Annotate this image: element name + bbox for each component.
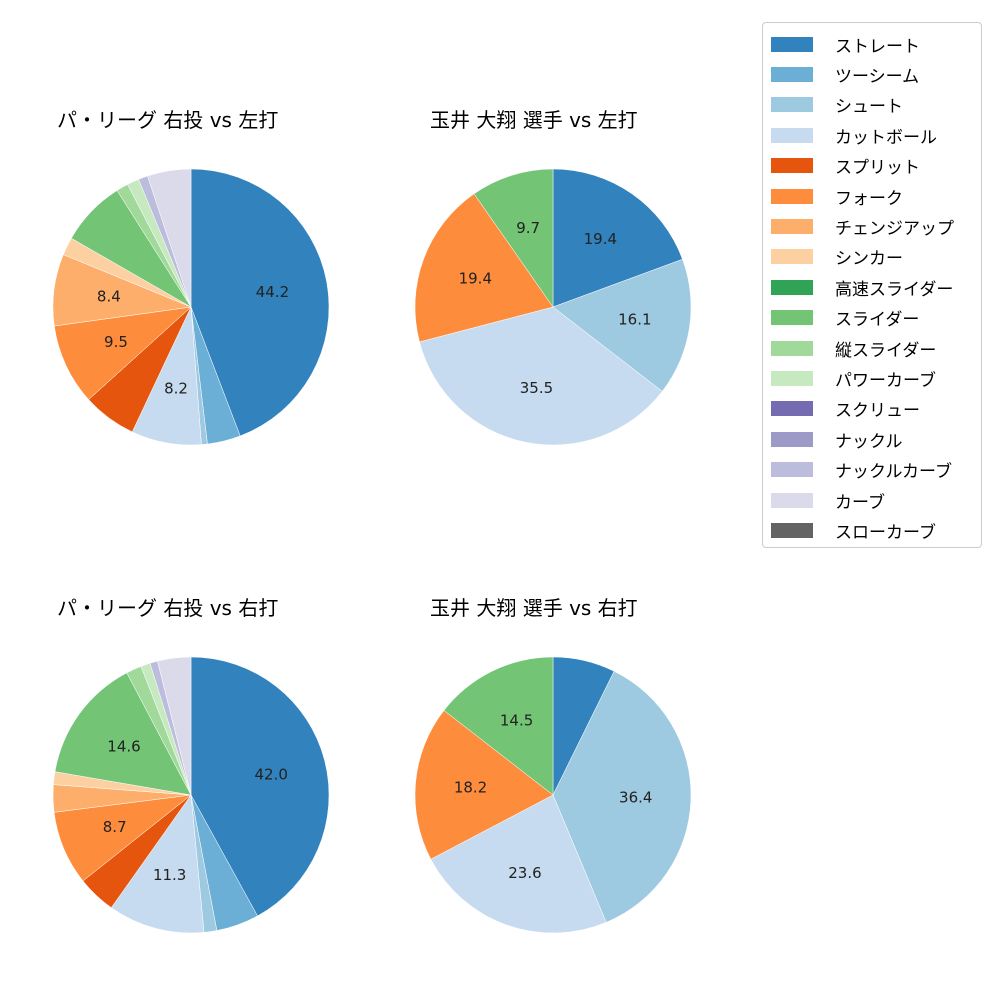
chart-title: 玉井 大翔 選手 vs 右打 xyxy=(430,596,638,620)
pie-slice xyxy=(552,670,692,923)
legend-label: スプリット xyxy=(835,158,920,179)
legend-swatch xyxy=(771,127,813,143)
pie-slice xyxy=(552,168,683,308)
pie-slice xyxy=(190,168,330,437)
legend-item: 縦スライダー xyxy=(771,337,937,361)
legend-item: カーブ xyxy=(771,489,885,513)
pie-slice xyxy=(414,710,554,860)
legend-swatch xyxy=(771,36,813,52)
pie-slice xyxy=(157,656,192,796)
legend-label: カーブ xyxy=(835,492,885,513)
legend-label: カットボール xyxy=(835,127,937,148)
legend-swatch xyxy=(771,340,813,356)
legend-swatch xyxy=(771,218,813,234)
legend-swatch xyxy=(771,279,813,295)
pie-slice xyxy=(190,656,330,917)
legend-item: フォーク xyxy=(771,185,903,209)
slice-value-label: 35.5 xyxy=(520,379,553,397)
legend-swatch xyxy=(771,310,813,326)
legend-label: シンカー xyxy=(835,249,903,270)
slice-value-label: 18.2 xyxy=(454,779,487,797)
legend-swatch xyxy=(771,158,813,174)
legend: ストレートツーシームシュートカットボール スプリットフォークチェンジアップ シンカー… xyxy=(762,22,982,548)
pie-slice xyxy=(473,168,554,308)
slice-value-label: 19.4 xyxy=(584,230,617,248)
legend-swatch xyxy=(771,188,813,204)
legend-item: パワーカーブ xyxy=(771,367,936,391)
legend-swatch xyxy=(771,370,813,386)
legend-item: カットボール xyxy=(771,124,937,148)
pie-slice xyxy=(147,168,192,308)
slice-value-label: 9.5 xyxy=(104,333,128,351)
pie-slice xyxy=(443,656,554,796)
legend-item: スライダー xyxy=(771,307,920,331)
legend-item: 高速スライダー xyxy=(771,276,954,300)
legend-label: シュート xyxy=(835,97,903,118)
legend-swatch xyxy=(771,401,813,417)
legend-item: スプリット xyxy=(771,155,920,179)
legend-item: シンカー xyxy=(771,246,903,270)
legend-label: ナックル xyxy=(835,431,903,452)
pie-slice xyxy=(54,306,192,400)
slice-value-label: 42.0 xyxy=(254,765,287,783)
legend-swatch xyxy=(771,66,813,82)
legend-item: スローカーブ xyxy=(771,519,936,543)
pie-slice xyxy=(419,306,663,446)
slice-value-label: 14.5 xyxy=(500,712,533,730)
slice-value-label: 44.2 xyxy=(256,283,289,301)
pie-slice xyxy=(430,794,607,934)
legend-label: 高速スライダー xyxy=(835,279,954,300)
legend-item: チェンジアップ xyxy=(771,215,954,239)
legend-swatch xyxy=(771,249,813,265)
slice-value-label: 23.6 xyxy=(508,864,541,882)
legend-item: ナックルカーブ xyxy=(771,459,952,483)
chart-title: パ・リーグ 右投 vs 右打 xyxy=(57,596,279,620)
legend-label: パワーカーブ xyxy=(835,370,936,391)
slice-value-label: 8.4 xyxy=(97,288,121,306)
slice-value-label: 36.4 xyxy=(619,789,652,807)
legend-label: ツーシーム xyxy=(835,66,920,87)
pie-slice xyxy=(110,794,205,934)
legend-swatch xyxy=(771,97,813,113)
chart-title: 玉井 大翔 選手 vs 左打 xyxy=(430,108,638,132)
legend-swatch xyxy=(771,462,813,478)
legend-label: 縦スライダー xyxy=(835,340,937,361)
pie-slice xyxy=(414,193,554,343)
legend-label: スライダー xyxy=(835,310,920,331)
legend-item: スクリュー xyxy=(771,398,920,422)
legend-label: ナックルカーブ xyxy=(835,462,952,483)
legend-item: ストレート xyxy=(771,33,920,57)
slice-value-label: 9.7 xyxy=(516,219,540,237)
slice-value-label: 8.2 xyxy=(164,379,188,397)
slice-value-label: 11.3 xyxy=(153,866,186,884)
slice-value-label: 16.1 xyxy=(618,311,651,329)
pie-slice xyxy=(552,258,692,392)
slice-value-label: 19.4 xyxy=(459,269,492,287)
legend-swatch xyxy=(771,431,813,447)
legend-label: チェンジアップ xyxy=(835,218,954,239)
legend-label: ストレート xyxy=(835,36,920,57)
legend-label: フォーク xyxy=(835,188,903,209)
legend-swatch xyxy=(771,492,813,508)
legend-label: スローカーブ xyxy=(835,522,936,543)
legend-swatch xyxy=(771,522,813,538)
slice-value-label: 8.7 xyxy=(103,818,127,836)
legend-item: ツーシーム xyxy=(771,63,920,87)
legend-label: スクリュー xyxy=(835,401,920,422)
chart-title: パ・リーグ 右投 vs 左打 xyxy=(57,108,279,132)
legend-item: シュート xyxy=(771,94,903,118)
legend-item: ナックル xyxy=(771,428,903,452)
pie-slice xyxy=(54,672,192,796)
slice-value-label: 14.6 xyxy=(107,737,140,755)
